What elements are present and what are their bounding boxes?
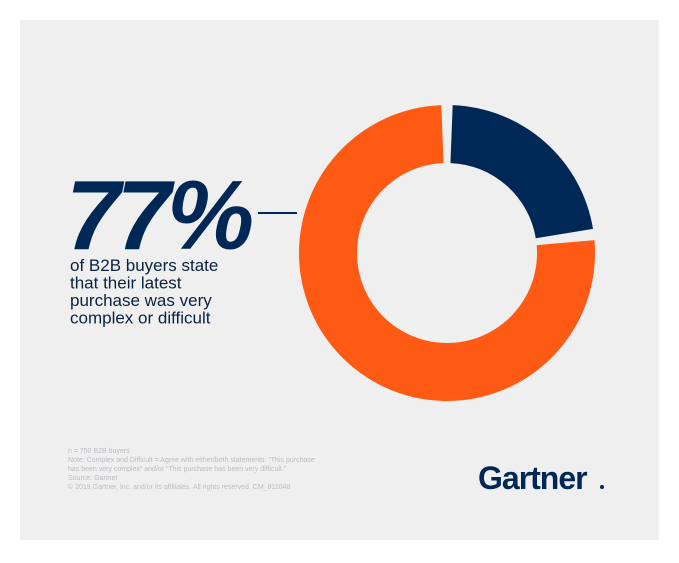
logo: Gartner [478,460,587,496]
footnote: has been very complex” and/or “This purc… [68,466,287,473]
caption-line: that their latest [70,274,182,293]
logo-dot [600,485,604,489]
caption-line: complex or difficult [70,309,211,328]
headline-value: 77% [66,160,252,270]
donut-segment [299,105,595,402]
footnote: Source: Gartner [68,475,118,482]
caption-line: purchase was very [70,291,212,310]
caption-line: of B2B buyers state [70,256,218,275]
footnote: © 2019 Gartner, Inc. and/or its affiliat… [68,483,291,491]
footnote: n = 750 B2B buyers [68,448,130,455]
footnote: Note: Complex and Difficult = Agree with… [68,457,315,464]
donut-segment [450,105,594,239]
